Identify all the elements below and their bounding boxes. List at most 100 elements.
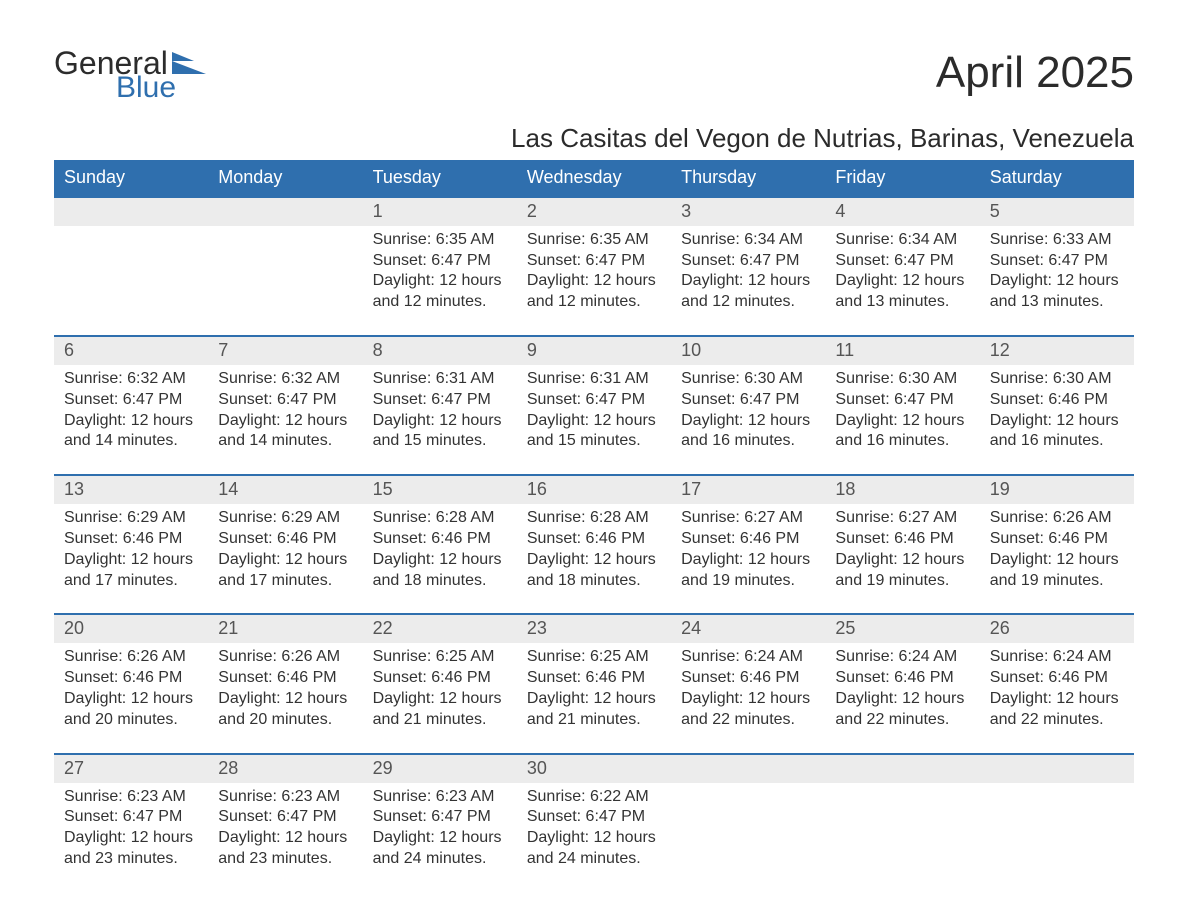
day-number: 6 xyxy=(54,337,208,365)
day-cell: Sunrise: 6:34 AMSunset: 6:47 PMDaylight:… xyxy=(825,226,979,315)
day-cell: Sunrise: 6:28 AMSunset: 6:46 PMDaylight:… xyxy=(517,504,671,593)
daylight-line: Daylight: 12 hours and 22 minutes. xyxy=(990,689,1124,731)
daynum-row: 12345 xyxy=(54,198,1134,226)
day-cell: Sunrise: 6:27 AMSunset: 6:46 PMDaylight:… xyxy=(671,504,825,593)
daylight-line: Daylight: 12 hours and 21 minutes. xyxy=(373,689,507,731)
day-cell: Sunrise: 6:24 AMSunset: 6:46 PMDaylight:… xyxy=(825,643,979,732)
sunrise-line: Sunrise: 6:34 AM xyxy=(835,230,969,251)
day-cell: Sunrise: 6:27 AMSunset: 6:46 PMDaylight:… xyxy=(825,504,979,593)
sunrise-line: Sunrise: 6:30 AM xyxy=(835,369,969,390)
daylight-line: Daylight: 12 hours and 23 minutes. xyxy=(64,828,198,870)
brand-word2: Blue xyxy=(116,74,216,103)
day-cell: Sunrise: 6:32 AMSunset: 6:47 PMDaylight:… xyxy=(54,365,208,454)
day-number: 15 xyxy=(363,476,517,504)
sunset-line: Sunset: 6:47 PM xyxy=(373,251,507,272)
day-body-row: Sunrise: 6:26 AMSunset: 6:46 PMDaylight:… xyxy=(54,643,1134,752)
sunrise-line: Sunrise: 6:28 AM xyxy=(527,508,661,529)
daylight-line: Daylight: 12 hours and 24 minutes. xyxy=(373,828,507,870)
day-cell: Sunrise: 6:35 AMSunset: 6:47 PMDaylight:… xyxy=(363,226,517,315)
day-body-row: Sunrise: 6:23 AMSunset: 6:47 PMDaylight:… xyxy=(54,783,1134,892)
daylight-line: Daylight: 12 hours and 24 minutes. xyxy=(527,828,661,870)
day-header: Friday xyxy=(825,160,979,196)
day-number: 9 xyxy=(517,337,671,365)
sunset-line: Sunset: 6:46 PM xyxy=(373,668,507,689)
sunrise-line: Sunrise: 6:26 AM xyxy=(64,647,198,668)
daylight-line: Daylight: 12 hours and 18 minutes. xyxy=(527,550,661,592)
sunrise-line: Sunrise: 6:23 AM xyxy=(373,787,507,808)
sunset-line: Sunset: 6:47 PM xyxy=(990,251,1124,272)
daylight-line: Daylight: 12 hours and 20 minutes. xyxy=(64,689,198,731)
day-cell: Sunrise: 6:34 AMSunset: 6:47 PMDaylight:… xyxy=(671,226,825,315)
sunrise-line: Sunrise: 6:32 AM xyxy=(218,369,352,390)
day-body-row: Sunrise: 6:35 AMSunset: 6:47 PMDaylight:… xyxy=(54,226,1134,335)
sunset-line: Sunset: 6:47 PM xyxy=(373,390,507,411)
day-cell: Sunrise: 6:30 AMSunset: 6:47 PMDaylight:… xyxy=(671,365,825,454)
sunset-line: Sunset: 6:46 PM xyxy=(681,529,815,550)
day-number xyxy=(825,755,979,783)
sunset-line: Sunset: 6:46 PM xyxy=(218,668,352,689)
day-header: Wednesday xyxy=(517,160,671,196)
day-cell: Sunrise: 6:25 AMSunset: 6:46 PMDaylight:… xyxy=(517,643,671,732)
day-cell: Sunrise: 6:26 AMSunset: 6:46 PMDaylight:… xyxy=(54,643,208,732)
brand-mark-icon xyxy=(172,48,216,74)
day-cell: Sunrise: 6:31 AMSunset: 6:47 PMDaylight:… xyxy=(363,365,517,454)
day-cell: Sunrise: 6:28 AMSunset: 6:46 PMDaylight:… xyxy=(363,504,517,593)
daynum-row: 27282930 xyxy=(54,755,1134,783)
day-number: 14 xyxy=(208,476,362,504)
daylight-line: Daylight: 12 hours and 18 minutes. xyxy=(373,550,507,592)
sunrise-line: Sunrise: 6:26 AM xyxy=(990,508,1124,529)
sunrise-line: Sunrise: 6:23 AM xyxy=(64,787,198,808)
calendar-week: 13141516171819Sunrise: 6:29 AMSunset: 6:… xyxy=(54,474,1134,613)
day-number: 7 xyxy=(208,337,362,365)
sunrise-line: Sunrise: 6:25 AM xyxy=(527,647,661,668)
day-cell: Sunrise: 6:26 AMSunset: 6:46 PMDaylight:… xyxy=(208,643,362,732)
calendar: SundayMondayTuesdayWednesdayThursdayFrid… xyxy=(54,160,1134,892)
sunset-line: Sunset: 6:47 PM xyxy=(527,807,661,828)
sunset-line: Sunset: 6:47 PM xyxy=(64,807,198,828)
daylight-line: Daylight: 12 hours and 12 minutes. xyxy=(681,271,815,313)
calendar-week: 20212223242526Sunrise: 6:26 AMSunset: 6:… xyxy=(54,613,1134,752)
sunset-line: Sunset: 6:46 PM xyxy=(990,668,1124,689)
sunset-line: Sunset: 6:47 PM xyxy=(681,251,815,272)
day-body-row: Sunrise: 6:29 AMSunset: 6:46 PMDaylight:… xyxy=(54,504,1134,613)
day-number: 1 xyxy=(363,198,517,226)
day-number: 27 xyxy=(54,755,208,783)
daylight-line: Daylight: 12 hours and 20 minutes. xyxy=(218,689,352,731)
day-number: 10 xyxy=(671,337,825,365)
day-header: Monday xyxy=(208,160,362,196)
sunrise-line: Sunrise: 6:31 AM xyxy=(373,369,507,390)
day-cell: Sunrise: 6:29 AMSunset: 6:46 PMDaylight:… xyxy=(208,504,362,593)
day-cell: Sunrise: 6:29 AMSunset: 6:46 PMDaylight:… xyxy=(54,504,208,593)
day-header: Sunday xyxy=(54,160,208,196)
calendar-week: 12345Sunrise: 6:35 AMSunset: 6:47 PMDayl… xyxy=(54,196,1134,335)
calendar-week: 6789101112Sunrise: 6:32 AMSunset: 6:47 P… xyxy=(54,335,1134,474)
sunrise-line: Sunrise: 6:32 AM xyxy=(64,369,198,390)
daylight-line: Daylight: 12 hours and 13 minutes. xyxy=(990,271,1124,313)
sunrise-line: Sunrise: 6:30 AM xyxy=(990,369,1124,390)
sunset-line: Sunset: 6:46 PM xyxy=(527,668,661,689)
daynum-row: 20212223242526 xyxy=(54,615,1134,643)
daylight-line: Daylight: 12 hours and 19 minutes. xyxy=(835,550,969,592)
day-cell: Sunrise: 6:25 AMSunset: 6:46 PMDaylight:… xyxy=(363,643,517,732)
daynum-row: 13141516171819 xyxy=(54,476,1134,504)
sunset-line: Sunset: 6:46 PM xyxy=(373,529,507,550)
day-cell xyxy=(208,226,362,315)
sunrise-line: Sunrise: 6:34 AM xyxy=(681,230,815,251)
sunrise-line: Sunrise: 6:25 AM xyxy=(373,647,507,668)
daylight-line: Daylight: 12 hours and 22 minutes. xyxy=(835,689,969,731)
sunrise-line: Sunrise: 6:29 AM xyxy=(64,508,198,529)
sunset-line: Sunset: 6:47 PM xyxy=(527,251,661,272)
day-cell: Sunrise: 6:22 AMSunset: 6:47 PMDaylight:… xyxy=(517,783,671,872)
daylight-line: Daylight: 12 hours and 16 minutes. xyxy=(835,411,969,453)
sunset-line: Sunset: 6:47 PM xyxy=(218,390,352,411)
sunrise-line: Sunrise: 6:35 AM xyxy=(527,230,661,251)
day-cell: Sunrise: 6:32 AMSunset: 6:47 PMDaylight:… xyxy=(208,365,362,454)
day-number: 16 xyxy=(517,476,671,504)
sunrise-line: Sunrise: 6:24 AM xyxy=(681,647,815,668)
daylight-line: Daylight: 12 hours and 15 minutes. xyxy=(527,411,661,453)
page-title: April 2025 xyxy=(936,48,1134,98)
day-number: 30 xyxy=(517,755,671,783)
calendar-week: 27282930Sunrise: 6:23 AMSunset: 6:47 PMD… xyxy=(54,753,1134,892)
day-number xyxy=(980,755,1134,783)
sunset-line: Sunset: 6:46 PM xyxy=(64,529,198,550)
